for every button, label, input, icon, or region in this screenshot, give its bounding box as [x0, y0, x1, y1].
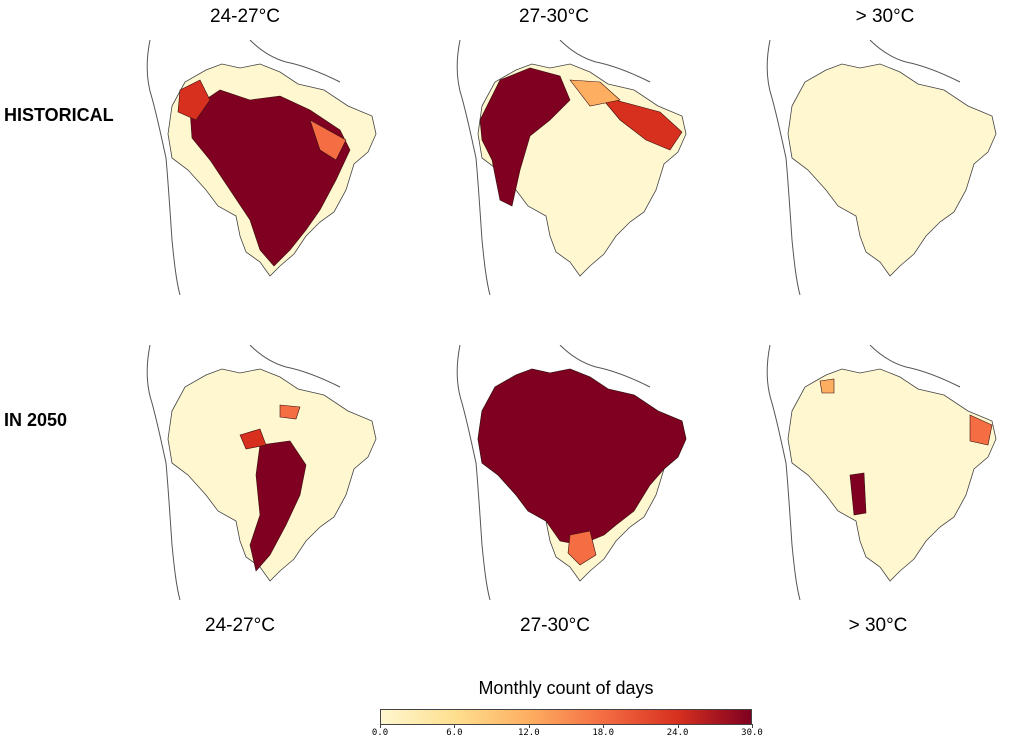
heat-region: [599, 95, 683, 151]
heat-region: [249, 440, 307, 572]
map-panel-2050-30plus: [730, 345, 1024, 600]
coastline: [559, 40, 651, 83]
brazil-map: [146, 40, 377, 295]
row-label-historical: HISTORICAL: [4, 105, 114, 125]
map-panel-2050-27-30: [420, 345, 720, 600]
colorbar-tick-mark: [454, 724, 456, 728]
brazil-map: [766, 40, 997, 295]
map-panel-2050-24-27: [110, 345, 410, 600]
heat-region: [819, 378, 835, 394]
coastline: [559, 345, 651, 388]
column-label-top-1: 24-27°C: [210, 6, 280, 27]
heat-region: [239, 428, 267, 450]
coastline: [249, 40, 341, 83]
brazil-map: [766, 345, 997, 600]
heat-region: [569, 79, 621, 107]
column-label-bottom-2: 27-30°C: [520, 615, 590, 636]
coastline: [456, 40, 491, 295]
heat-region: [567, 530, 597, 566]
colorbar-tick-label: 18.0: [592, 728, 615, 738]
heat-region: [479, 67, 571, 207]
brazil-outline: [787, 63, 997, 277]
colorbar-tick-mark: [528, 724, 530, 728]
column-label-bottom-1: 24-27°C: [205, 615, 275, 636]
heat-region: [969, 414, 993, 446]
column-label-top-2: 27-30°C: [519, 6, 589, 27]
brazil-map: [456, 40, 687, 295]
colorbar-tick-label: 24.0: [666, 728, 689, 738]
heat-region: [477, 368, 687, 546]
brazil-map: [146, 345, 377, 600]
colorbar-tick-mark: [380, 724, 381, 728]
map-panel-hist-30plus: [730, 40, 1024, 295]
heat-region: [177, 79, 211, 121]
colorbar-tick-mark: [752, 724, 753, 728]
coastline: [146, 40, 181, 295]
heat-region: [309, 119, 347, 161]
brazil-map: [456, 345, 687, 600]
heat-region: [189, 89, 351, 267]
coastline: [249, 345, 341, 388]
heat-region: [279, 404, 301, 420]
colorbar-tick-label: 0.0: [371, 728, 389, 738]
coastline: [456, 345, 491, 600]
colorbar-tick-label: 12.0: [517, 728, 540, 738]
row-label-2050: IN 2050: [4, 410, 68, 430]
map-panel-hist-24-27: [110, 40, 410, 295]
heat-region: [849, 472, 867, 516]
coastline: [766, 40, 801, 295]
coastline: [766, 345, 801, 600]
colorbar-tick-mark: [677, 724, 679, 728]
colorbar-tick-label: 6.0: [446, 728, 463, 738]
coastline: [869, 345, 961, 388]
colorbar-title: Monthly count of days: [478, 678, 654, 698]
colorbar-tick-label: 30.0: [741, 728, 763, 738]
column-label-top-3: > 30°C: [855, 6, 915, 27]
colorbar-tick-mark: [603, 724, 605, 728]
map-panel-hist-27-30: [420, 40, 720, 295]
coastline: [869, 40, 961, 83]
column-label-bottom-3: > 30°C: [848, 615, 908, 636]
coastline: [146, 345, 181, 600]
colorbar-ticks: 0.0 6.0 12.0 18.0 24.0 30.0: [372, 724, 763, 740]
colorbar: [380, 709, 752, 725]
brazil-outline: [787, 368, 997, 582]
